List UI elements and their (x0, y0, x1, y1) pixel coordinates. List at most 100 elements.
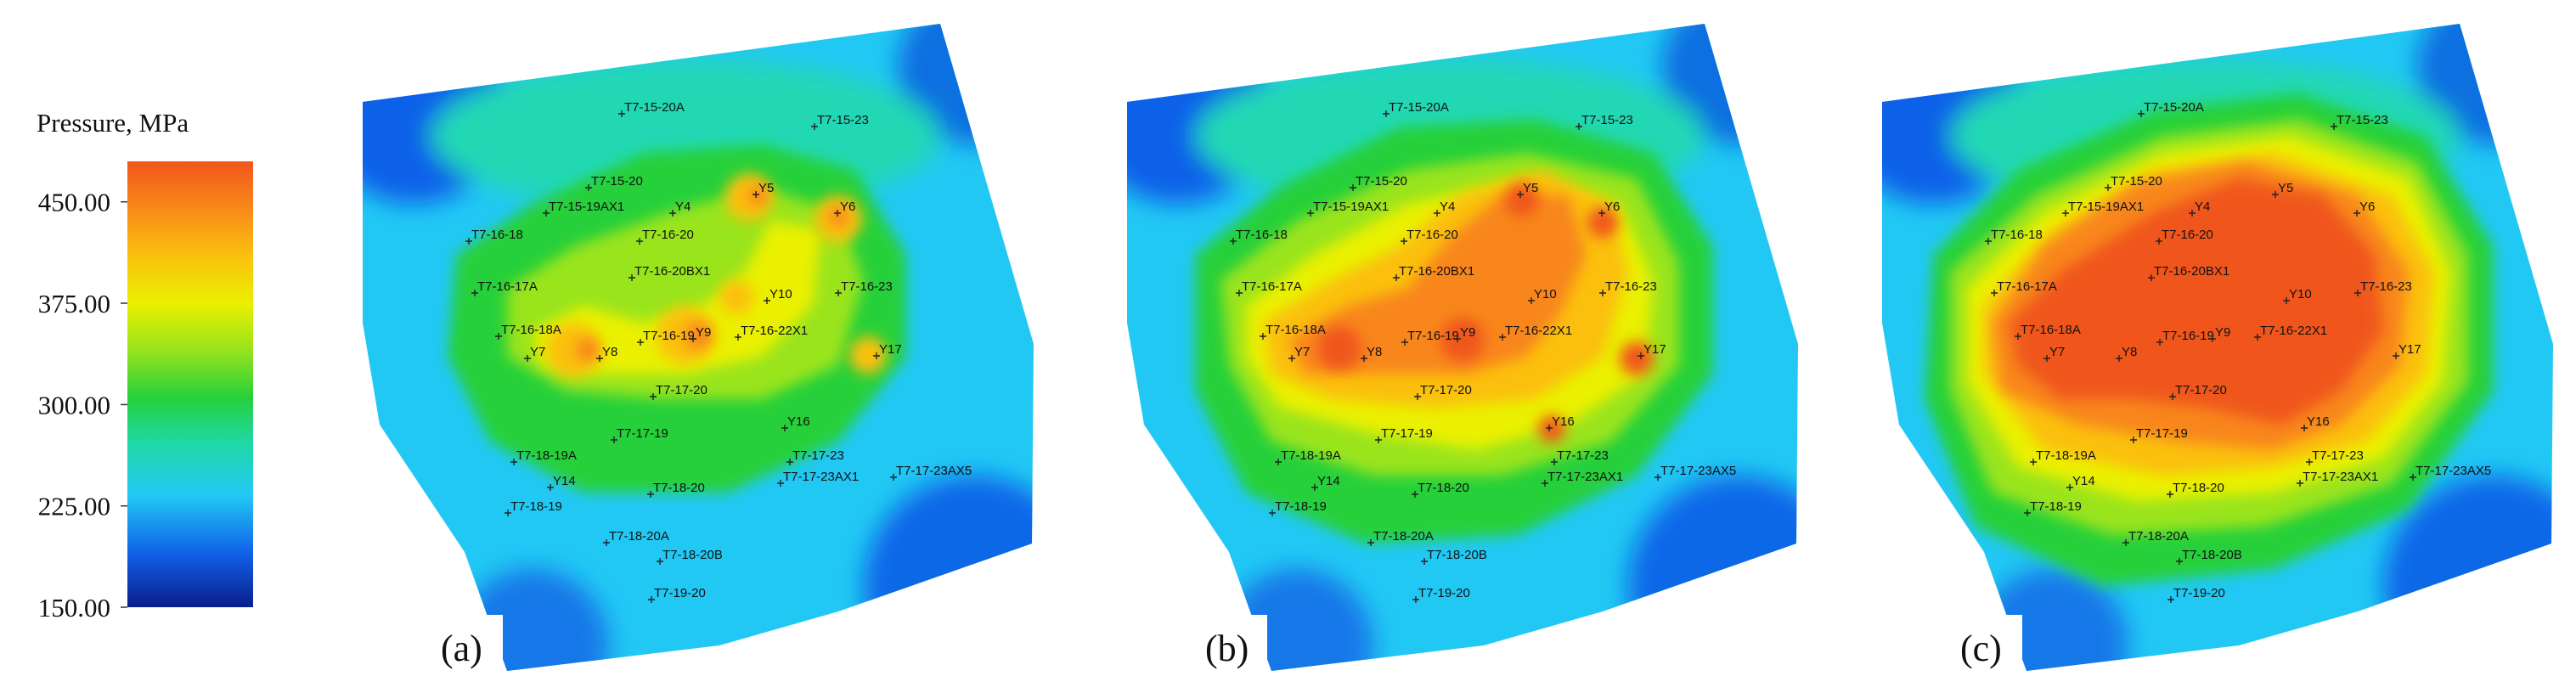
well-marker-icon (2306, 459, 2313, 465)
well-marker-icon (1517, 191, 1524, 198)
well-label: T7-17-23AX1 (2303, 470, 2378, 484)
well-marker-icon (650, 393, 657, 400)
well-label: Y10 (769, 287, 792, 301)
well-marker-icon (2024, 510, 2031, 516)
legend-tick-label: 225.00 (38, 492, 110, 521)
well-label: T7-18-20A (609, 529, 669, 544)
well-label: T7-17-23AX1 (1547, 470, 1623, 484)
well-label: Y7 (1294, 345, 1310, 359)
well-label: T7-17-20 (1420, 383, 1472, 397)
well-label: T7-18-20B (662, 548, 723, 562)
well-label: T7-16-18A (2021, 323, 2081, 337)
well-marker-icon (611, 437, 617, 443)
well-label: Y5 (1523, 181, 1538, 195)
well-marker-icon (596, 355, 603, 362)
well-marker-icon (2138, 110, 2145, 117)
well-marker-icon (1307, 210, 1314, 217)
well-marker-icon (2116, 355, 2122, 362)
well-label: T7-15-19AX1 (1313, 200, 1389, 214)
well-label: T7-18-19 (1275, 499, 1327, 514)
well-marker-icon (1414, 393, 1421, 400)
well-label: T7-17-19 (1381, 426, 1433, 441)
well-label: T7-16-22X1 (2260, 324, 2327, 338)
well-marker-icon (735, 334, 741, 341)
well-label: T7-16-17A (1997, 279, 2057, 294)
well-label: Y17 (879, 342, 902, 357)
well-marker-icon (811, 123, 818, 130)
well-label: Y17 (2398, 342, 2421, 357)
well-marker-icon (547, 484, 554, 491)
well-marker-icon (1412, 596, 1419, 603)
well-label: T7-18-20 (653, 481, 705, 495)
well-label: T7-18-19 (510, 499, 562, 514)
well-label: T7-19-20 (1418, 586, 1470, 600)
well-marker-icon (628, 274, 635, 281)
well-label: T7-16-22X1 (741, 324, 808, 338)
well-label: T7-16-18 (471, 228, 523, 242)
well-marker-icon (2331, 123, 2337, 130)
well-label: Y6 (1604, 200, 1620, 214)
well-marker-icon (603, 539, 610, 546)
well-marker-icon (1367, 539, 1374, 546)
well-marker-icon (636, 238, 643, 245)
well-label: T7-16-18A (501, 323, 561, 337)
well-label: T7-18-20B (2182, 548, 2242, 562)
well-label: T7-15-20 (1356, 174, 1407, 189)
well-label: T7-17-23 (2312, 448, 2364, 463)
well-label: Y8 (602, 345, 617, 359)
well-label: Y6 (840, 200, 855, 214)
well-marker-icon (2272, 191, 2279, 198)
well-marker-icon (618, 110, 625, 117)
well-marker-icon (637, 339, 644, 346)
pressure-contour-field (1127, 24, 1798, 671)
well-marker-icon (1393, 274, 1400, 281)
well-label: T7-15-20 (2111, 174, 2162, 189)
well-label: T7-16-17A (477, 279, 538, 294)
well-marker-icon (2130, 437, 2137, 443)
well-marker-icon (657, 558, 663, 565)
pressure-map-panel-c: T7-15-20A T7-15-23 T7-15-20 Y5 T7-15-19AX1 Y4… (1882, 24, 2553, 674)
well-marker-icon (873, 352, 880, 359)
well-label: Y9 (696, 325, 711, 340)
well-marker-icon (504, 510, 511, 516)
well-label: T7-19-20 (2173, 586, 2225, 600)
well-label: T7-18-20B (1427, 548, 1487, 562)
legend-title: Pressure, MPa (37, 108, 189, 138)
well-marker-icon (1575, 123, 1582, 130)
well-label: Y7 (530, 345, 545, 359)
well-marker-icon (834, 210, 841, 217)
well-labels: T7-15-20A T7-15-23 T7-15-20 Y5 T7-15-19AX1 Y4… (1230, 100, 1736, 603)
well-label: T7-17-20 (656, 383, 707, 397)
well-label: Y9 (2215, 325, 2230, 340)
well-label: T7-15-19AX1 (549, 200, 624, 214)
well-label: Y5 (758, 181, 774, 195)
well-label: T7-17-23AX5 (1660, 464, 1736, 478)
well-label: Y7 (2049, 345, 2065, 359)
well-marker-icon (2301, 425, 2308, 431)
well-label: T7-18-20 (2173, 481, 2224, 495)
well-label: Y16 (1552, 414, 1575, 429)
well-marker-icon (2254, 334, 2261, 341)
pressure-legend: Pressure, MPa 450.00 375.00 300.00 225.00 15… (37, 108, 253, 623)
pressure-map-panel-b: T7-15-20A T7-15-23 T7-15-20 Y5 T7-15-19AX1 Y4… (1127, 24, 1798, 674)
well-label: T7-16-18 (1991, 228, 2043, 242)
well-marker-icon (1528, 297, 1535, 304)
well-marker-icon (1260, 333, 1266, 340)
well-marker-icon (2209, 335, 2216, 342)
well-label: T7-17-23 (1557, 448, 1609, 463)
well-marker-icon (647, 491, 654, 498)
well-label: Y14 (2072, 474, 2095, 488)
well-marker-icon (2167, 596, 2174, 603)
well-marker-icon (1542, 480, 1548, 487)
well-label: T7-18-20 (1418, 481, 1469, 495)
panel-label: (a) (441, 628, 482, 669)
well-marker-icon (1269, 510, 1276, 516)
well-label: T7-18-19A (516, 448, 577, 463)
well-marker-icon (1375, 437, 1382, 443)
well-marker-icon (2105, 184, 2111, 191)
legend-tick-label: 300.00 (38, 390, 110, 420)
well-marker-icon (2189, 210, 2196, 217)
well-marker-icon (1991, 290, 1998, 296)
well-marker-icon (1230, 238, 1237, 245)
